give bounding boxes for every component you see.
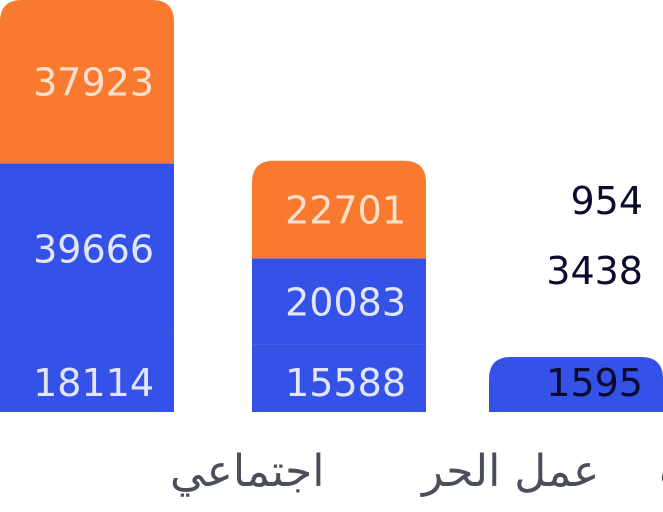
data-label-1-2: 22701 [285,189,406,233]
data-label-2-0: 1595 [546,361,643,405]
bar-segment-0-1 [0,163,174,335]
bar-segment-1-0 [252,344,426,412]
category-label-0: اجتماعي [170,446,324,497]
data-label-1-0: 15588 [285,361,406,405]
data-label-0-2: 37923 [33,61,154,105]
bar-segment-1-2 [252,160,426,259]
bar-segment-0-0 [0,334,174,412]
bar-segment-2-0 [489,357,663,412]
category-label-2: منشآت [659,444,663,497]
bar-segment-1-1 [252,258,426,345]
data-label-0-1: 39666 [33,228,154,272]
data-label-2-2: 954 [570,179,643,223]
bar-segment-0-2 [0,0,174,164]
data-label-2-1: 3438 [546,249,643,293]
category-label-1: عمل الحر [420,446,599,497]
data-label-0-0: 18114 [33,361,154,405]
data-label-1-1: 20083 [285,281,406,325]
